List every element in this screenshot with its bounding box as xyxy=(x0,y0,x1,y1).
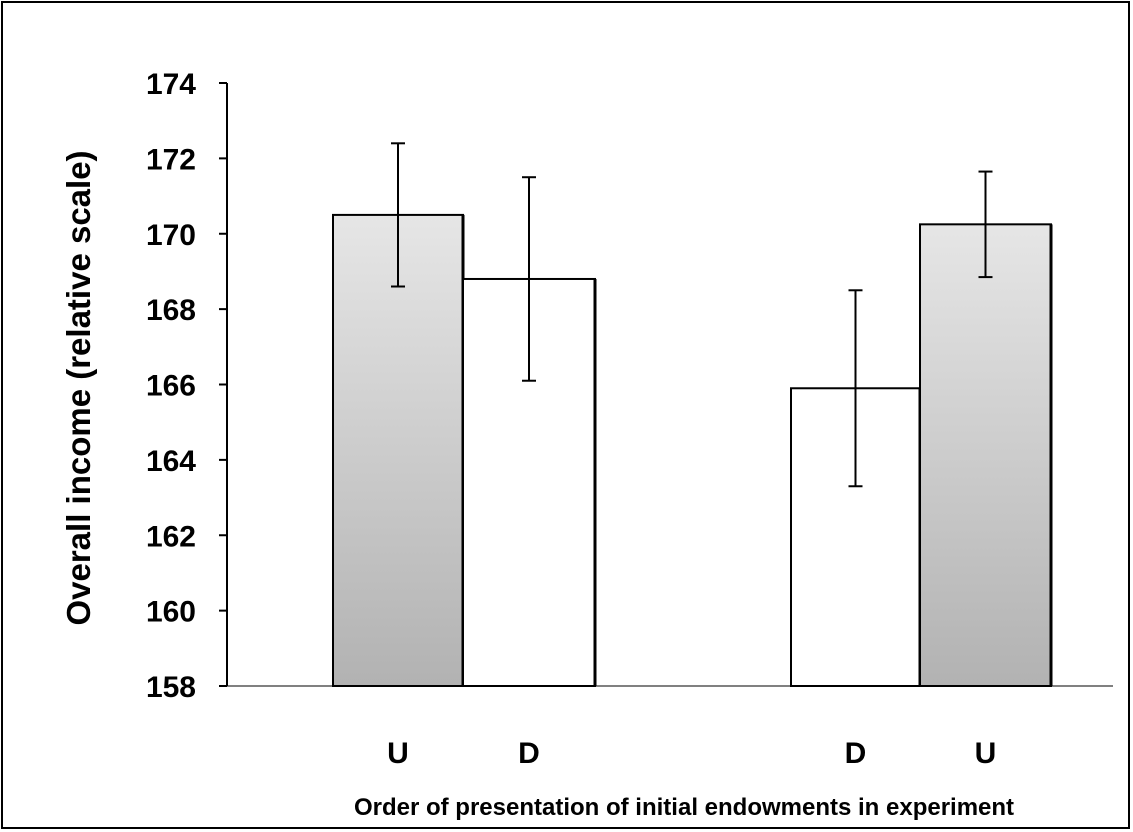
category-label-d-group-2: D xyxy=(845,737,867,770)
y-tick-label-162: 162 xyxy=(146,520,196,553)
category-label-d-group-1: D xyxy=(518,737,540,770)
y-tick-label-170: 170 xyxy=(146,219,196,252)
y-tick-label-174: 174 xyxy=(146,68,196,101)
error-bar-u-group-2 xyxy=(978,170,993,279)
error-bar-d-group-2 xyxy=(848,289,863,488)
y-axis xyxy=(219,82,228,687)
y-tick-label-172: 172 xyxy=(146,143,196,176)
y-tick-label-168: 168 xyxy=(146,294,196,327)
error-bar-d-group-1 xyxy=(522,176,536,382)
x-axis-title: Order of presentation of initial endowme… xyxy=(354,794,1014,821)
y-tick-label-158: 158 xyxy=(146,671,196,704)
y-tick-labels: 158 160 162 164 166 168 170 172 174 xyxy=(146,68,196,704)
y-tick-label-164: 164 xyxy=(146,445,196,478)
y-tick-label-160: 160 xyxy=(146,596,196,629)
category-label-u-group-1: U xyxy=(387,737,409,770)
error-bars-layer xyxy=(391,142,993,488)
y-axis-title: Overall income (relative scale) xyxy=(60,150,97,625)
error-bar-u-group-1 xyxy=(391,142,405,288)
y-tick-label-166: 166 xyxy=(146,370,196,403)
bars-layer xyxy=(332,213,1053,687)
category-label-u-group-2: U xyxy=(975,737,997,770)
bar-u-group-2 xyxy=(919,223,1052,687)
bar-u-group-1 xyxy=(332,213,464,687)
